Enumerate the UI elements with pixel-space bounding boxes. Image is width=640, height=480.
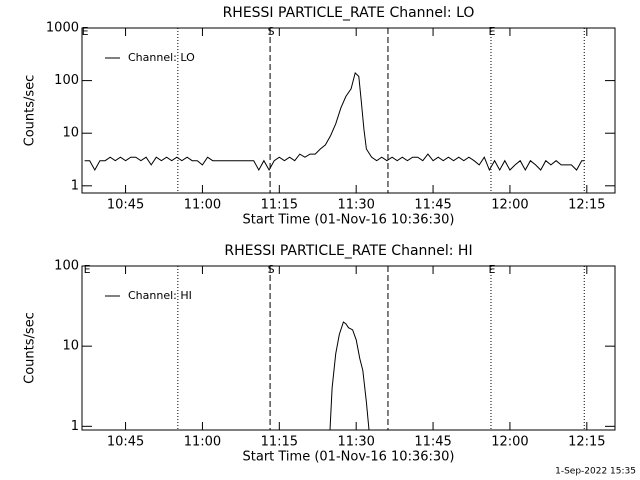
x-axis-label: Start Time (01-Nov-16 10:36:30) [243, 213, 455, 228]
x-tick-label: 11:45 [414, 435, 451, 450]
y-tick-label: 10 [62, 126, 79, 141]
flag-label: S [268, 25, 275, 38]
panel: RHESSI PARTICLE_RATE Channel: LO Start Ti… [23, 5, 616, 228]
flag-label: S [268, 263, 275, 276]
flag-label: E [488, 263, 495, 276]
y-tick-label: 1 [71, 178, 79, 193]
flag-label: E [84, 263, 91, 276]
x-tick-label: 12:15 [568, 198, 605, 213]
y-tick-label: 100 [54, 73, 79, 88]
legend-label: Channel: HI [128, 289, 192, 302]
footer: 1-Sep-2022 15:35 [555, 467, 636, 477]
flag-label: E [82, 25, 89, 38]
x-tick-label: 11:45 [414, 198, 451, 213]
plot-frame [81, 265, 616, 431]
plot-frame [81, 27, 616, 194]
x-tick-label: 11:00 [184, 435, 221, 450]
x-tick-label: 10:45 [107, 435, 144, 450]
x-axis-label: Start Time (01-Nov-16 10:36:30) [243, 450, 455, 465]
x-tick-label: 11:30 [337, 198, 374, 213]
chart-title: RHESSI PARTICLE_RATE Channel: LO [223, 5, 475, 21]
x-tick-label: 12:00 [491, 198, 528, 213]
flag-label: E [488, 25, 495, 38]
x-tick-label: 10:45 [107, 198, 144, 213]
y-tick-label: 1000 [46, 21, 79, 36]
y-axis-label: Counts/sec [23, 75, 38, 147]
legend-label: Channel: LO [128, 51, 195, 64]
y-tick-label: 10 [62, 339, 79, 354]
x-tick-label: 11:15 [261, 198, 298, 213]
y-axis-label: Counts/sec [23, 312, 38, 384]
y-tick-label: 1 [71, 419, 79, 434]
x-tick-label: 11:30 [337, 435, 374, 450]
data-line [329, 321, 370, 430]
data-line [84, 71, 585, 172]
panel: RHESSI PARTICLE_RATE Channel: HI Start Ti… [23, 243, 616, 465]
chart-title: RHESSI PARTICLE_RATE Channel: HI [224, 243, 472, 259]
y-tick-label: 100 [54, 259, 79, 274]
x-tick-label: 12:15 [568, 435, 605, 450]
x-tick-label: 12:00 [491, 435, 528, 450]
x-tick-label: 11:00 [184, 198, 221, 213]
x-tick-label: 11:15 [261, 435, 298, 450]
